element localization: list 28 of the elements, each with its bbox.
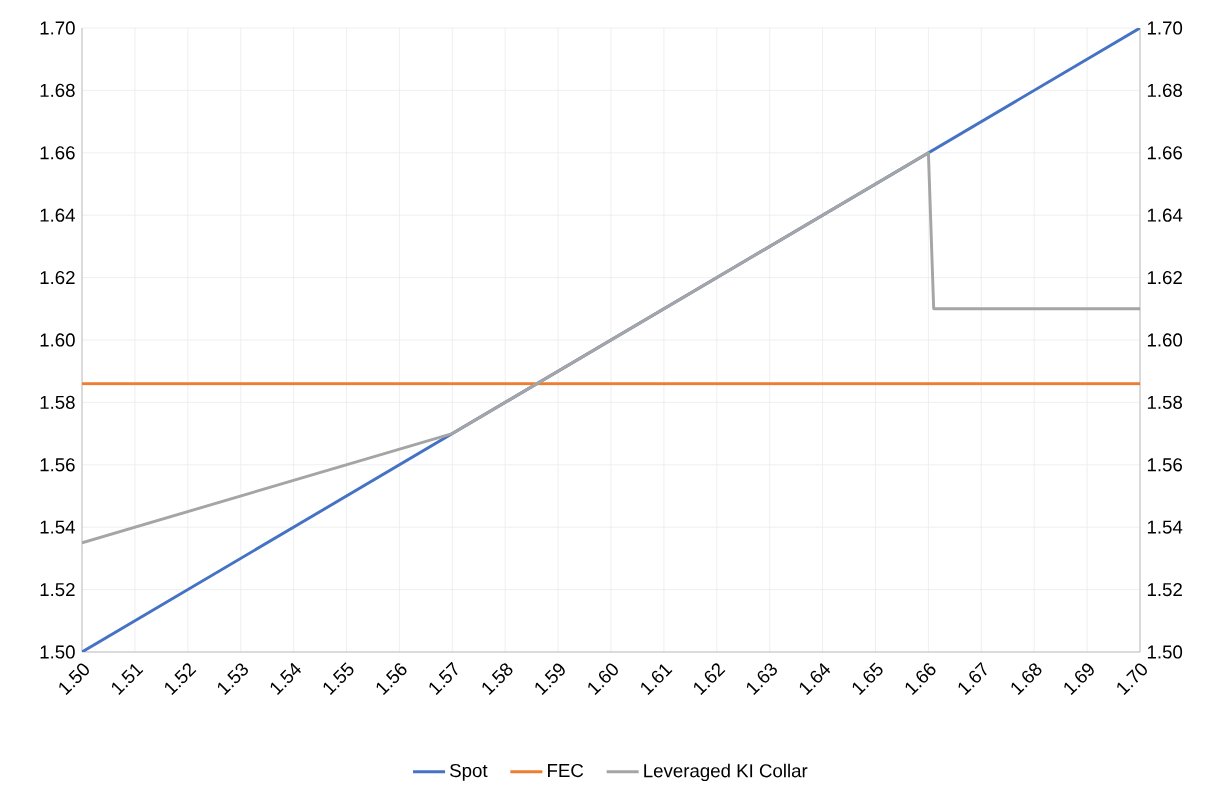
y2-tick-label: 1.56 (1147, 458, 1183, 472)
y2-tick-label: 1.68 (1147, 83, 1183, 97)
y-tick-label: 1.66 (40, 146, 75, 160)
y2-tick-label: 1.50 (1147, 645, 1183, 659)
x-tick-label: 1.61 (641, 664, 673, 696)
y2-tick-label: 1.58 (1147, 395, 1183, 409)
line-series (82, 151, 1140, 545)
y2-tick-label: 1.54 (1147, 520, 1183, 534)
y-tick-label: 1.58 (40, 395, 75, 409)
y2-tick-label: 1.64 (1147, 208, 1183, 222)
y2-tick-label: 1.62 (1147, 270, 1182, 285)
y-tick-label: 1.54 (40, 520, 75, 534)
y-tick-label: 1.56 (40, 458, 75, 472)
y2-tick-label: 1.70 (1147, 21, 1183, 35)
y-tick-label: 1.70 (40, 21, 75, 35)
y-tick-label: 1.64 (40, 208, 75, 222)
y2-tick-label: 1.66 (1147, 146, 1183, 160)
y-tick-label: 1.62 (40, 270, 75, 285)
legend-label: FEC (548, 763, 584, 778)
y-tick-label: 1.50 (40, 645, 75, 659)
y-tick-label: 1.52 (40, 582, 75, 597)
legend-label: Spot (450, 763, 488, 781)
y2-tick-label: 1.60 (1147, 333, 1183, 347)
y-tick-label: 1.60 (40, 333, 75, 347)
y-tick-label: 1.68 (40, 83, 75, 97)
legend-label: Leveraged KI Collar (644, 763, 808, 782)
y2-tick-label: 1.52 (1147, 582, 1182, 597)
x-tick-label: 1.51 (111, 664, 144, 695)
